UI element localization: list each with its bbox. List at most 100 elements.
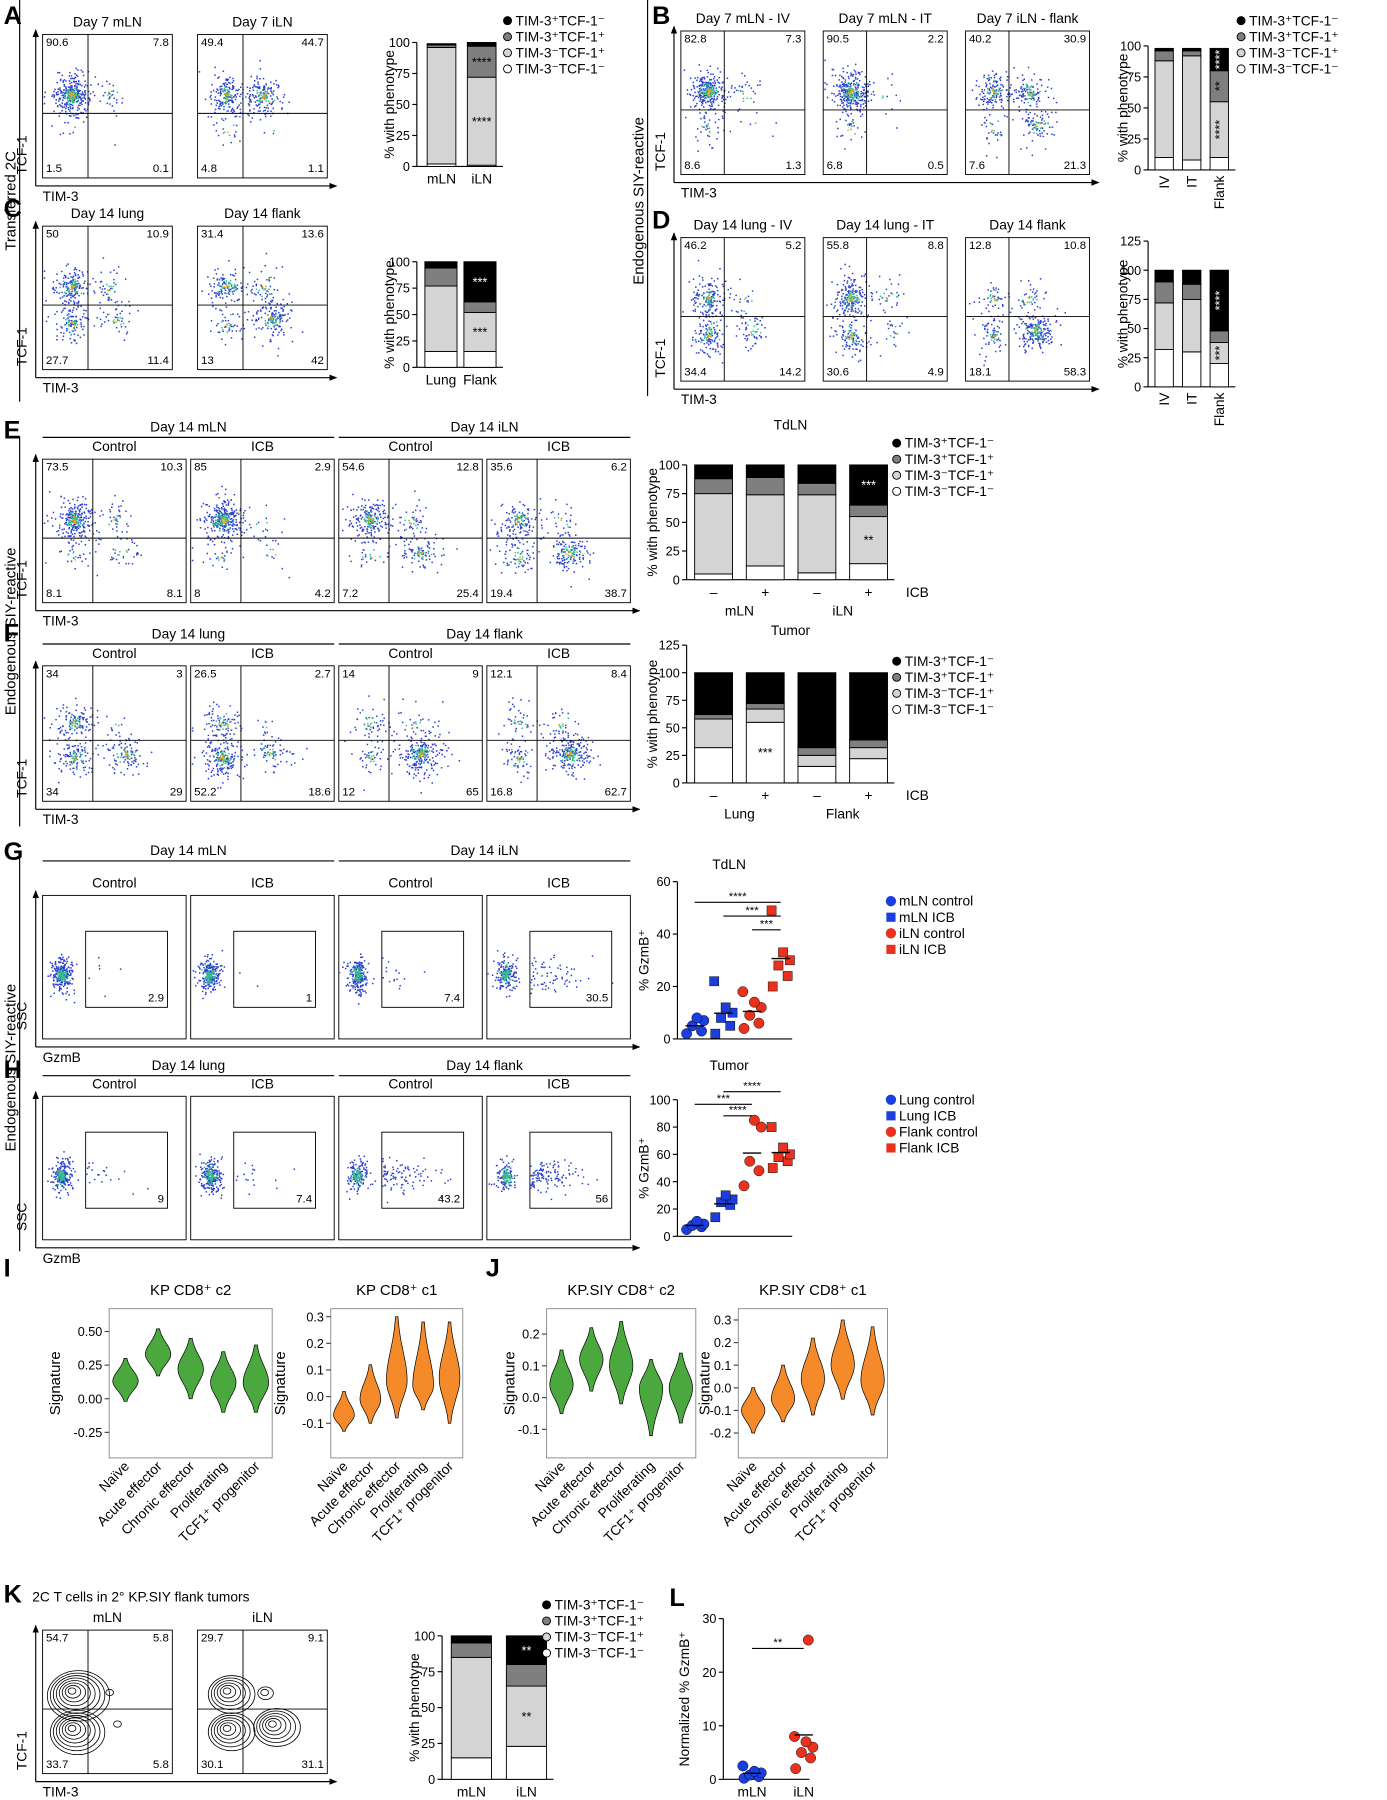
quadrant-value: 29 <box>170 787 183 799</box>
group-header: Day 14 mLN <box>150 843 227 858</box>
plot-frame <box>486 894 631 1040</box>
plot-frame <box>486 1095 631 1241</box>
quadrant-value: 29.7 <box>201 1633 223 1645</box>
event-dots <box>192 949 259 1000</box>
legend-label: TIM-3⁺TCF-1⁺ <box>516 29 605 44</box>
quadrant-value: 8.6 <box>684 160 700 172</box>
contour <box>219 1722 237 1736</box>
legend-label: TIM-3⁻TCF-1⁺ <box>1249 45 1338 60</box>
point <box>805 1752 816 1764</box>
event-dots-dense <box>63 87 119 128</box>
contour <box>105 1688 114 1697</box>
x-axis-label: TIM-3 <box>43 189 79 204</box>
y-tick-label: 0.1 <box>306 1364 324 1378</box>
x-tick-label: + <box>761 788 769 803</box>
plot-frame <box>338 665 483 802</box>
legend-label: TIM-3⁺TCF-1⁻ <box>516 13 605 28</box>
legend-label: mLN ICB <box>899 910 955 925</box>
bar-segment <box>424 351 458 368</box>
y-axis-label: TCF-1 <box>15 327 30 366</box>
event-dots-dense <box>350 1167 366 1189</box>
significance: *** <box>861 479 876 493</box>
bar-segment <box>1209 363 1229 388</box>
y-tick-label: 75 <box>421 1665 435 1679</box>
group-label: mLN <box>725 603 754 618</box>
y-axis-label: % with phenotype <box>382 50 397 159</box>
bar-segment <box>463 311 497 352</box>
violin <box>609 1321 634 1405</box>
y-axis-label: % with phenotype <box>1115 259 1130 368</box>
significance: **** <box>472 115 492 129</box>
violin <box>549 1349 574 1414</box>
contour <box>265 1718 282 1732</box>
legend-label: iLN ICB <box>899 942 946 957</box>
y-tick-label: 100 <box>649 1093 670 1107</box>
panel-letter: I <box>4 1255 11 1283</box>
x-tick-label: – <box>813 585 821 600</box>
contour <box>67 1724 77 1732</box>
contour <box>113 1720 122 1728</box>
bar-segment <box>466 76 497 166</box>
quadrant-value: 46.2 <box>684 240 706 252</box>
bar-segment <box>1154 60 1174 158</box>
point <box>766 1122 777 1132</box>
event-dots-peak <box>223 93 267 134</box>
y-tick-label: 10 <box>702 1719 716 1733</box>
legend-marker <box>542 1616 552 1626</box>
legend-label: TIM-3⁻TCF-1⁻ <box>516 61 605 76</box>
panel-letter: L <box>669 1584 684 1612</box>
bar-segment <box>745 464 785 479</box>
chart-title: KP CD8⁺ c1 <box>356 1282 437 1299</box>
contour <box>262 1715 287 1736</box>
comparison-label: *** <box>745 905 759 917</box>
bar-segment <box>849 464 888 506</box>
quadrant-value: 12.8 <box>457 462 479 474</box>
y-axis-label: Signature <box>697 1351 714 1415</box>
quadrant-value: 1.5 <box>46 163 62 175</box>
bar-segment <box>1209 330 1229 344</box>
plot-title: ICB <box>547 646 570 661</box>
quadrant-value: 14 <box>342 668 355 680</box>
plot-title: Day 7 iLN <box>232 14 292 29</box>
panel-letter: E <box>4 417 21 445</box>
bar-segment <box>849 563 888 581</box>
y-tick-label: 40 <box>657 928 671 942</box>
quadrant-value: 18.1 <box>969 366 991 378</box>
group-label: iLN <box>832 603 853 618</box>
y-tick-label: 0.2 <box>306 1337 324 1351</box>
legend-label: TIM-3⁺TCF-1⁻ <box>1249 13 1338 28</box>
y-tick-label: 25 <box>666 545 680 559</box>
y-tick-label: 0.00 <box>78 1392 103 1406</box>
event-dots-dense <box>201 965 217 984</box>
quadrant-value: 27.7 <box>46 355 68 367</box>
quadrant-value: 8.1 <box>46 588 62 600</box>
y-tick-label: 0.50 <box>78 1325 103 1339</box>
event-dots <box>47 1151 149 1199</box>
y-tick-label: 50 <box>1127 322 1141 336</box>
quadrant-value: 90.5 <box>827 33 849 45</box>
quadrant-value: 58.3 <box>1064 366 1086 378</box>
y-tick-label: 0.0 <box>714 1381 732 1395</box>
contour <box>219 1685 237 1699</box>
chart-title: KP.SIY CD8⁺ c1 <box>759 1282 867 1299</box>
group-header: Day 14 flank <box>446 626 523 641</box>
quadrant-value: 19.4 <box>490 588 513 600</box>
gate <box>529 930 613 1008</box>
violin <box>579 1327 604 1392</box>
point <box>720 1002 731 1013</box>
bar-segment <box>1209 269 1229 332</box>
chart-title: KP.SIY CD8⁺ c2 <box>567 1282 675 1299</box>
x-tick-label: + <box>761 585 769 600</box>
violin <box>741 1387 766 1434</box>
y-tick-label: 0 <box>1134 380 1141 394</box>
x-axis-label: TIM-3 <box>681 185 717 200</box>
quadrant-value: 8.1 <box>167 588 183 600</box>
violin <box>668 1352 693 1424</box>
quadrant-value: 9.1 <box>308 1633 324 1645</box>
y-tick-label: 0.2 <box>522 1328 540 1342</box>
bar-segment <box>849 758 888 784</box>
y-tick-label: 0.1 <box>522 1359 540 1373</box>
point <box>782 971 793 981</box>
bar-segment <box>1154 157 1174 171</box>
bar-segment <box>450 1635 492 1644</box>
